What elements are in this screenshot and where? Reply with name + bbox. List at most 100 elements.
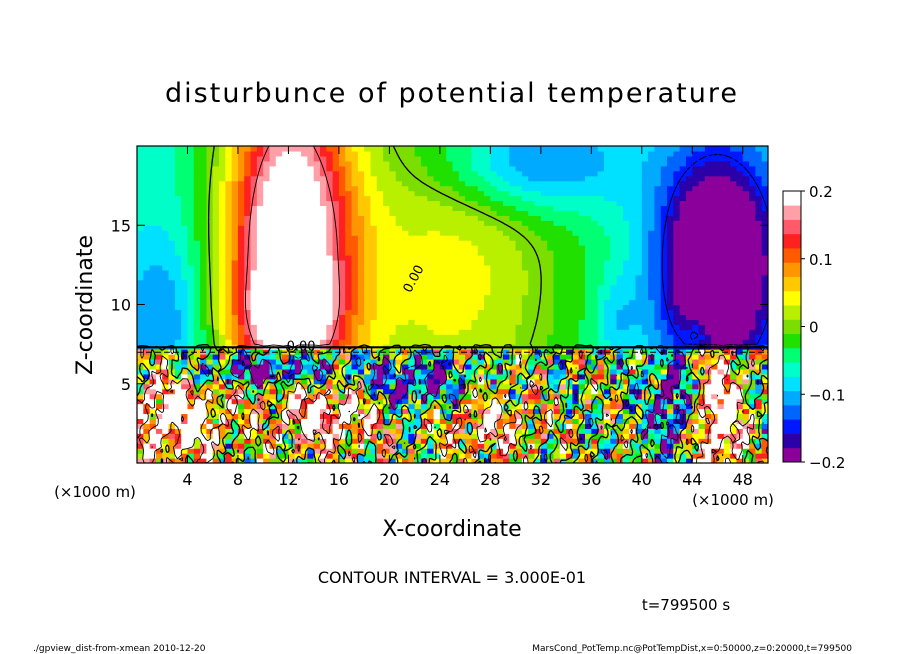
field-cell xyxy=(307,458,315,463)
field-cell xyxy=(458,146,466,152)
field-cell xyxy=(433,274,441,281)
field-cell xyxy=(155,279,163,286)
field-cell xyxy=(338,329,346,335)
field-cell xyxy=(225,284,233,291)
field-cell xyxy=(225,250,233,256)
field-cell xyxy=(458,398,466,405)
field-cell xyxy=(193,398,201,405)
field-cell xyxy=(471,195,479,202)
field-cell xyxy=(225,205,233,211)
field-cell xyxy=(244,324,252,330)
field-cell xyxy=(408,358,416,365)
field-cell xyxy=(256,349,264,355)
field-cell xyxy=(509,373,517,380)
field-cell xyxy=(263,428,271,434)
field-cell xyxy=(231,354,239,360)
field-cell xyxy=(155,309,163,315)
field-cell xyxy=(219,200,226,207)
field-cell xyxy=(187,363,195,370)
field-cell xyxy=(181,279,189,286)
field-cell xyxy=(591,245,599,251)
field-cell xyxy=(282,339,290,345)
field-cell xyxy=(622,428,630,434)
field-cell xyxy=(162,358,170,365)
field-cell xyxy=(313,443,321,449)
field-cell xyxy=(534,329,542,335)
field-cell xyxy=(338,259,346,266)
field-cell xyxy=(376,185,384,192)
field-cell xyxy=(200,259,208,266)
field-cell xyxy=(301,175,308,182)
field-cell xyxy=(591,398,599,405)
field-cell xyxy=(332,368,340,375)
field-cell xyxy=(616,150,624,157)
field-cell xyxy=(389,423,397,429)
field-cell xyxy=(200,220,208,226)
field-cell xyxy=(521,458,529,463)
field-cell xyxy=(206,378,214,385)
field-cell xyxy=(610,274,618,281)
field-cell xyxy=(490,413,498,420)
field-cell xyxy=(528,408,536,415)
field-cell xyxy=(351,358,359,365)
field-cell xyxy=(572,363,580,370)
field-cell xyxy=(143,259,151,266)
field-cell xyxy=(282,398,290,405)
field-cell xyxy=(143,254,151,261)
field-cell xyxy=(446,413,454,420)
field-cell xyxy=(256,304,264,311)
field-cell xyxy=(338,225,346,231)
field-cell xyxy=(578,358,586,365)
field-cell xyxy=(414,433,422,439)
field-cell xyxy=(402,264,409,271)
field-cell xyxy=(155,155,163,162)
field-cell xyxy=(408,413,416,420)
field-cell xyxy=(622,170,630,177)
field-cell xyxy=(433,368,441,375)
field-cell xyxy=(414,354,422,360)
field-cell xyxy=(149,170,157,177)
field-cell xyxy=(597,453,605,459)
field-cell xyxy=(521,373,529,380)
field-cell xyxy=(496,418,504,424)
field-cell xyxy=(319,205,327,211)
field-cell xyxy=(420,398,428,405)
field-cell xyxy=(547,319,555,325)
field-cell xyxy=(338,180,346,187)
field-cell xyxy=(149,304,157,311)
field-cell xyxy=(269,165,277,172)
field-cell xyxy=(212,388,220,395)
field-cell xyxy=(559,289,567,296)
field-cell xyxy=(313,205,321,211)
field-cell xyxy=(534,358,542,365)
field-cell xyxy=(275,269,283,276)
field-cell xyxy=(389,319,397,325)
field-cell xyxy=(515,254,523,261)
field-cell xyxy=(616,314,624,320)
field-cell xyxy=(534,155,542,162)
field-cell xyxy=(155,418,163,424)
field-cell xyxy=(326,334,334,340)
field-cell xyxy=(231,240,239,246)
field-cell xyxy=(477,378,485,385)
field-cell xyxy=(433,334,441,340)
field-cell xyxy=(559,334,567,340)
field-cell xyxy=(269,388,277,395)
field-cell xyxy=(534,423,542,429)
field-cell xyxy=(237,378,245,385)
field-cell xyxy=(465,220,473,226)
field-cell xyxy=(395,413,403,420)
field-cell xyxy=(452,190,460,197)
field-cell xyxy=(212,423,220,429)
field-cell xyxy=(414,408,422,415)
field-cell xyxy=(547,388,555,395)
field-cell xyxy=(212,195,220,202)
field-cell xyxy=(149,254,157,261)
field-cell xyxy=(181,453,189,459)
field-cell xyxy=(477,264,485,271)
field-cell xyxy=(622,160,630,167)
field-cell xyxy=(585,185,592,192)
field-cell xyxy=(408,423,416,429)
field-cell xyxy=(597,329,605,335)
field-cell xyxy=(622,458,630,463)
